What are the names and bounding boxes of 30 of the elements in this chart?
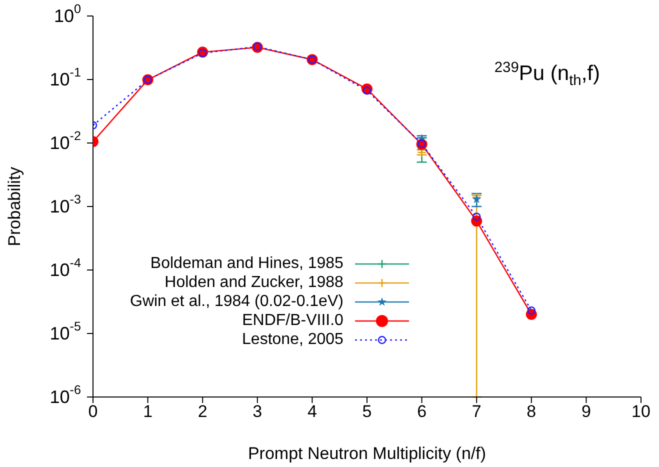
x-tick-label: 9: [581, 402, 591, 422]
x-tick-label: 7: [472, 402, 482, 422]
legend-label: ENDF/B-VIII.0: [242, 311, 344, 330]
legend-label: Gwin et al., 1984 (0.02-0.1eV): [130, 292, 344, 311]
x-tick-label: 6: [417, 402, 427, 422]
point: [527, 306, 536, 315]
y-tick-label: 10$^{-3}$: [50, 192, 81, 216]
point: [198, 49, 207, 58]
x-tick-label: 1: [143, 402, 153, 422]
x-tick-label: 3: [252, 402, 262, 422]
y-axis-title: Probability: [5, 166, 24, 246]
text: $^{239}$Pu (n$_{th}$,f): [494, 60, 600, 88]
point: [362, 86, 372, 95]
y-tick-label: 10$^{-5}$: [50, 319, 81, 344]
x-tick-label: 10: [632, 402, 650, 422]
x-tick-label: 2: [198, 402, 208, 422]
legend-label: Lestone, 2005: [242, 330, 344, 349]
x-tick-label: 4: [307, 402, 317, 422]
x-tick-label: 8: [526, 402, 536, 422]
legend-label: Holden and Zucker, 1988: [164, 273, 344, 292]
y-tick-label: 10$^{0}$: [54, 2, 81, 26]
legend-label: Boldeman and Hines, 1985: [150, 254, 344, 273]
y-tick-label: 10$^{-4}$: [50, 256, 81, 280]
y-tick-label: 10$^{-6}$: [50, 382, 81, 407]
x-axis-title: Prompt Neutron Multiplicity (n/f): [248, 444, 486, 463]
y-tick-label: 10$^{-1}$: [50, 65, 81, 90]
x-tick-label: 5: [362, 402, 372, 422]
y-tick-label: 10$^{-2}$: [50, 128, 81, 153]
point: [472, 212, 481, 221]
x-tick-label: 0: [88, 402, 98, 422]
